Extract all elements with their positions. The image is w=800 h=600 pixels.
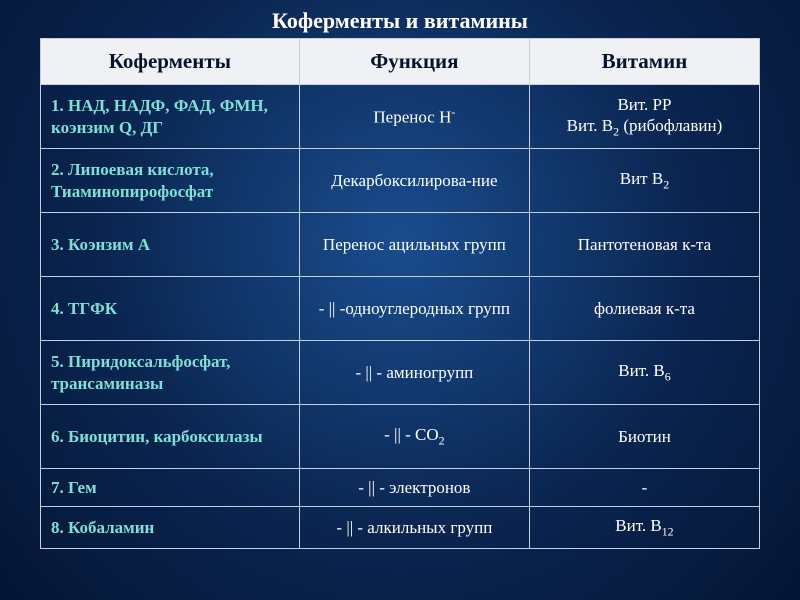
table-row: 5. Пиридоксальфосфат, трансаминазы- || -… [41,341,760,405]
cell-function: Перенос Н- [299,85,529,149]
cell-function: Перенос ацильных групп [299,213,529,277]
table-header-row: Коферменты Функция Витамин [41,39,760,85]
cell-coenzyme: 5. Пиридоксальфосфат, трансаминазы [41,341,300,405]
col-header-vitamin: Витамин [529,39,759,85]
cell-function: - || - СО2 [299,405,529,469]
table-body: 1. НАД, НАДФ, ФАД, ФМН, коэнзим Q, ДГПер… [41,85,760,549]
table-row: 7. Гем- || - электронов- [41,469,760,507]
cell-function: - || - электронов [299,469,529,507]
cell-vitamin: Вит. РРВит. В2 (рибофлавин) [529,85,759,149]
cell-function: - || -одноуглеродных групп [299,277,529,341]
cell-coenzyme: 1. НАД, НАДФ, ФАД, ФМН, коэнзим Q, ДГ [41,85,300,149]
cell-coenzyme: 3. Коэнзим А [41,213,300,277]
cell-vitamin: - [529,469,759,507]
cell-vitamin: Биотин [529,405,759,469]
cell-coenzyme: 2. Липоевая кислота, Тиаминопирофосфат [41,149,300,213]
cell-coenzyme: 8. Кобаламин [41,507,300,548]
table-row: 8. Кобаламин- || - алкильных группВит. В… [41,507,760,548]
table-row: 3. Коэнзим АПеренос ацильных группПантот… [41,213,760,277]
cell-coenzyme: 4. ТГФК [41,277,300,341]
col-header-coenzyme: Коферменты [41,39,300,85]
cell-coenzyme: 7. Гем [41,469,300,507]
cell-vitamin: Вит. В6 [529,341,759,405]
col-header-function: Функция [299,39,529,85]
cell-vitamin: Вит В2 [529,149,759,213]
cell-vitamin: фолиевая к-та [529,277,759,341]
cell-function: - || - аминогрупп [299,341,529,405]
table-row: 4. ТГФК- || -одноуглеродных группфолиева… [41,277,760,341]
table-row: 2. Липоевая кислота, ТиаминопирофосфатДе… [41,149,760,213]
cell-vitamin: Пантотеновая к-та [529,213,759,277]
cell-coenzyme: 6. Биоцитин, карбоксилазы [41,405,300,469]
coenzymes-table: Коферменты Функция Витамин 1. НАД, НАДФ,… [40,38,760,549]
cell-function: Декарбоксилирова-ние [299,149,529,213]
cell-function: - || - алкильных групп [299,507,529,548]
cell-vitamin: Вит. В12 [529,507,759,548]
table-row: 6. Биоцитин, карбоксилазы- || - СО2Биоти… [41,405,760,469]
slide-title: Коферменты и витамины [40,8,760,38]
table-row: 1. НАД, НАДФ, ФАД, ФМН, коэнзим Q, ДГПер… [41,85,760,149]
